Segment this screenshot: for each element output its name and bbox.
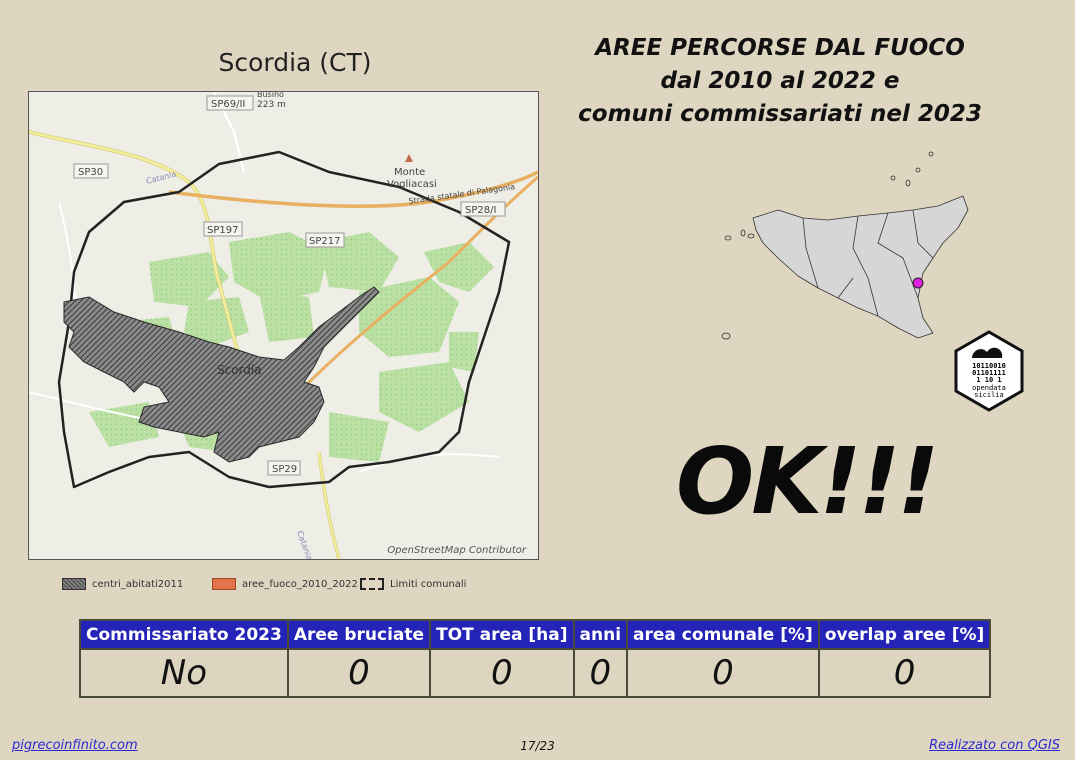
logo-line1: 10110010: [972, 362, 1006, 370]
map-canvas: SP69/II Busino 223 m SP30 Monte Vogliaca…: [29, 92, 538, 559]
opendata-sicilia-logo: 10110010 01101111 1 10 1 opendata sicili…: [954, 330, 1024, 412]
value-area-comunale: 0: [626, 648, 820, 698]
value-aree-bruciate: 0: [286, 648, 432, 698]
label-sp69: SP69/II: [211, 99, 245, 110]
label-sp29: SP29: [272, 464, 297, 475]
legend-abitati-swatch: [62, 578, 86, 590]
logo-line5: sicilia: [974, 391, 1004, 399]
legend-abitati-label: centri_abitati2011: [92, 578, 184, 590]
header-overlap: overlap aree [%]: [817, 619, 992, 650]
header-area-comunale: area comunale [%]: [626, 619, 820, 650]
label-elevation: 223 m: [257, 100, 286, 110]
value-overlap: 0: [817, 648, 992, 698]
label-sp28: SP28/I: [465, 205, 496, 216]
urban-area: [63, 286, 380, 463]
map-title: Scordia (CT): [218, 48, 372, 77]
status-ok-text: OK!!!: [676, 428, 939, 535]
main-title: AREE PERCORSE DAL FUOCO dal 2010 al 2022…: [570, 32, 990, 131]
page-number: 17/23: [520, 739, 555, 753]
label-busino: Busino: [257, 92, 284, 99]
header-aree-bruciate: Aree bruciate: [286, 619, 432, 650]
stats-value-row: No 0 0 0 0 0: [79, 648, 992, 698]
location-marker: [912, 277, 924, 289]
municipal-boundary: [57, 150, 511, 489]
label-sp217: SP217: [309, 236, 340, 247]
logo-line4: opendata: [972, 384, 1006, 392]
municipality-map[interactable]: SP69/II Busino 223 m SP30 Monte Vogliaca…: [28, 91, 539, 560]
logo-line2: 01101111: [972, 369, 1006, 377]
legend-abitati: centri_abitati2011: [62, 578, 183, 590]
legend-fuoco: aree_fuoco_2010_2022: [212, 578, 358, 590]
logo-line3: 1 10 1: [976, 376, 1001, 384]
label-monte: Monte: [394, 167, 425, 178]
legend-fuoco-swatch: [212, 578, 236, 590]
value-tot-area: 0: [429, 648, 575, 698]
footer-site-link[interactable]: pigrecoinfinito.com: [12, 738, 138, 753]
value-commissariato: No: [79, 648, 289, 698]
label-vogliacasi: Vogliacasi: [387, 179, 437, 190]
value-anni: 0: [572, 648, 629, 698]
road-network: [29, 92, 538, 559]
legend-limiti: Limiti comunali: [360, 578, 466, 590]
legend-limiti-label: Limiti comunali: [390, 578, 467, 590]
label-sp30: SP30: [78, 167, 103, 178]
footer-qgis-link[interactable]: Realizzato con QGIS: [929, 738, 1060, 753]
header-tot-area: TOT area [ha]: [429, 619, 575, 650]
map-credit: OpenStreetMap Contributor: [387, 545, 526, 556]
sicily-island: [752, 195, 969, 339]
header-anni: anni: [572, 619, 629, 650]
stats-table: Commissariato 2023 Aree bruciate TOT are…: [79, 619, 992, 698]
main-title-line2: dal 2010 al 2022 e: [660, 68, 900, 94]
sicily-locator-map: [721, 151, 969, 340]
legend-limiti-swatch: [360, 578, 384, 590]
main-title-line1: AREE PERCORSE DAL FUOCO: [595, 35, 965, 61]
province-lines: [802, 209, 934, 317]
header-commissariato: Commissariato 2023: [79, 619, 289, 650]
main-title-line3: comuni commissariati nel 2023: [578, 101, 982, 127]
label-scordia: Scordia: [217, 363, 262, 377]
stats-header-row: Commissariato 2023 Aree bruciate TOT are…: [79, 619, 992, 650]
legend-fuoco-label: aree_fuoco_2010_2022: [242, 578, 358, 590]
label-sp197: SP197: [207, 225, 238, 236]
